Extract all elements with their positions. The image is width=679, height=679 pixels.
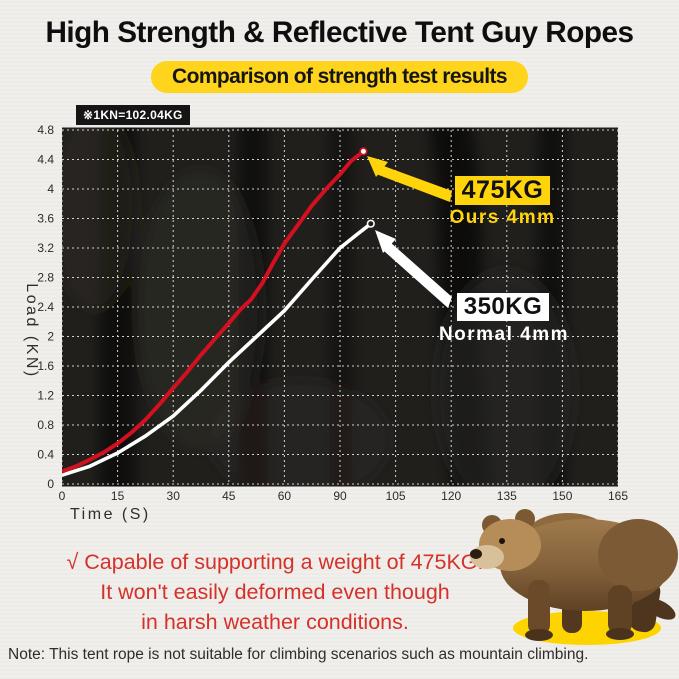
peak-marker-normal [366,219,375,228]
ours-peak-arrow [367,156,452,202]
ours-series-label: Ours 4mm [449,207,556,228]
y-tick-label: 4.4 [37,153,54,167]
x-axis-tick-labels: 0 15 30 45 60 90 105 120 135 150 165 [59,489,629,503]
y-tick-label: 2 [47,330,54,344]
y-tick-label: 2.8 [37,271,54,285]
subtitle-badge: Comparison of strength test results [151,61,528,93]
x-tick-label: 0 [59,489,66,503]
peak-marker-ours [359,147,368,156]
page-title: High Strength & Reflective Tent Guy Rope… [45,16,634,49]
conversion-note: ※1KN=102.04KG [76,105,190,125]
y-tick-label: 0 [47,477,54,491]
subtitle-badge-wrap: Comparison of strength test results [0,61,679,93]
benefit-line-2: It won't easily deformed even though [100,580,450,604]
normal-peak-arrow [375,230,452,308]
y-tick-label: 0.8 [37,418,54,432]
ours-peak-weight-label: 475KG [455,176,550,205]
y-tick-label: 4.8 [37,123,54,137]
x-tick-label: 45 [222,489,236,503]
footnote: Note: This tent rope is not suitable for… [8,646,589,663]
y-axis-tick-labels: 4.8 4.4 4 3.6 3.2 2.8 2.4 2 1.6 1.2 0.8 0.4 0 [37,123,54,491]
x-tick-label: 60 [278,489,292,503]
benefit-text: √ Capable of supporting a weight of 475K… [5,547,545,637]
x-tick-label: 30 [167,489,181,503]
y-tick-label: 3.2 [37,241,54,255]
x-tick-label: 120 [441,489,461,503]
normal-peak-weight-label: 350KG [457,293,549,321]
y-tick-label: 1.6 [37,359,54,373]
benefit-line-3: in harsh weather conditions. [141,610,409,634]
benefit-line-1: √ Capable of supporting a weight of 475K… [66,550,484,574]
y-tick-label: 3.6 [37,212,54,226]
bear-body [470,509,678,641]
series-line-ours-4mm [62,149,366,474]
x-tick-label: 165 [608,489,628,503]
x-tick-label: 90 [333,489,347,503]
series-line-normal-4mm [62,221,373,477]
x-axis-title: Time (S) [70,506,151,523]
y-tick-label: 1.2 [37,389,54,403]
y-tick-label: 2.4 [37,300,54,314]
x-tick-label: 105 [386,489,406,503]
x-tick-label: 135 [497,489,517,503]
x-tick-label: 15 [111,489,125,503]
bear-image [470,509,678,645]
x-tick-label: 150 [552,489,572,503]
y-axis-title: Load (KN) [23,283,40,378]
y-tick-label: 0.4 [37,448,54,462]
vertical-gridlines [61,130,619,484]
y-tick-label: 4 [47,182,54,196]
normal-series-label: Normal 4mm [438,324,570,345]
